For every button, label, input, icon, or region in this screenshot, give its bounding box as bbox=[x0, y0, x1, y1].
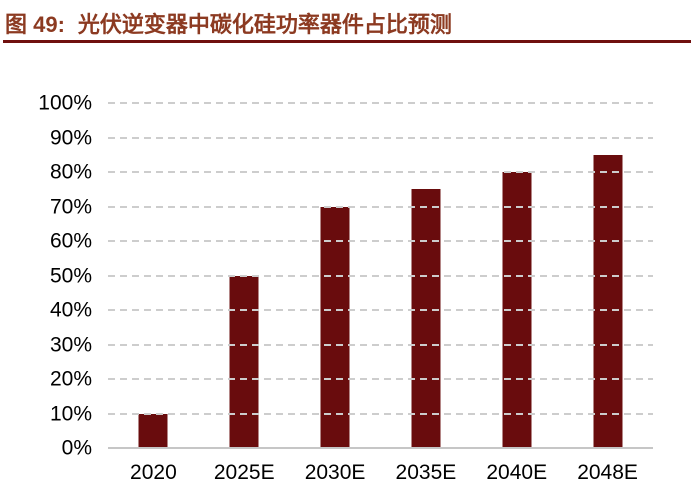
bar-slot-2030E bbox=[290, 103, 381, 448]
y-tick-label-20: 20% bbox=[49, 367, 92, 391]
bar-2035E bbox=[411, 189, 441, 448]
y-tick-label-10: 10% bbox=[49, 402, 92, 425]
x-tick-label-2048E: 2048E bbox=[577, 461, 638, 484]
gridline-30 bbox=[108, 343, 653, 346]
bar-2020 bbox=[138, 413, 168, 448]
gridline-50 bbox=[108, 274, 653, 277]
bar-slot-2025E bbox=[199, 103, 290, 448]
y-tick-label-90: 90% bbox=[49, 126, 92, 149]
figure-label: 图 49: bbox=[5, 12, 65, 37]
y-tick-label-0: 0% bbox=[61, 436, 92, 460]
x-tick-label-2020: 2020 bbox=[130, 461, 177, 484]
y-axis: 0% 10% 20% 30% 40% 50% 60% 70% 80% 90% 100% bbox=[0, 93, 92, 459]
bar-2025E bbox=[229, 275, 259, 448]
x-tick-label-2035E: 2035E bbox=[395, 461, 457, 484]
figure-title: 光伏逆变器中碳化硅功率器件占比预测 bbox=[77, 12, 452, 37]
x-axis: 2020 2025E 2030E 2035E 2040E 2048E bbox=[108, 460, 653, 485]
bar-slot-2035E bbox=[380, 103, 471, 448]
figure-header: 图 49: 光伏逆变器中碳化硅功率器件占比预测 bbox=[5, 7, 689, 39]
bar-slot-2020 bbox=[108, 103, 199, 448]
y-tick-label-40: 40% bbox=[49, 298, 92, 322]
gridline-80 bbox=[108, 171, 653, 173]
plot-area bbox=[108, 102, 653, 449]
gridline-10 bbox=[108, 412, 653, 415]
gridline-60 bbox=[108, 240, 653, 242]
y-tick-label-60: 60% bbox=[49, 229, 92, 253]
gridline-70 bbox=[108, 205, 653, 208]
x-tick-label-2040E: 2040E bbox=[486, 461, 548, 484]
bar-2048E bbox=[593, 154, 623, 448]
x-tick-label-2025E: 2025E bbox=[213, 461, 275, 484]
y-tick-label-30: 30% bbox=[49, 333, 92, 356]
y-tick-label-80: 80% bbox=[49, 160, 92, 184]
bar-2030E bbox=[320, 206, 350, 448]
y-tick-label-70: 70% bbox=[49, 195, 92, 218]
gridline-20 bbox=[108, 378, 653, 380]
x-axis-line bbox=[108, 447, 653, 449]
bar-slot-2048E bbox=[562, 103, 653, 448]
header-divider bbox=[3, 40, 691, 43]
gridline-90 bbox=[108, 136, 653, 139]
x-tick-label-2030E: 2030E bbox=[304, 461, 366, 484]
gridline-40 bbox=[108, 309, 653, 311]
y-tick-label-50: 50% bbox=[49, 264, 92, 287]
y-tick-label-100: 100% bbox=[38, 91, 92, 115]
gridline-100 bbox=[108, 102, 653, 104]
